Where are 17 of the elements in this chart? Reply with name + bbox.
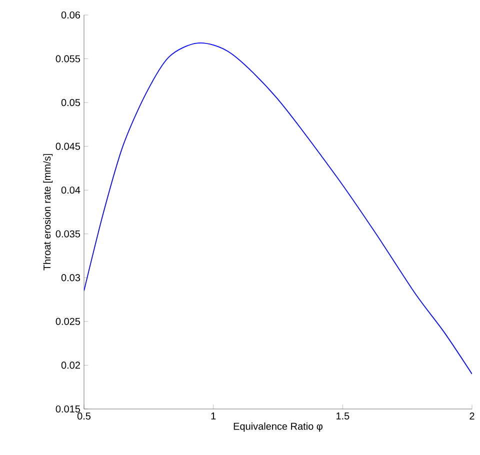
x-tick-label: 1 bbox=[211, 412, 216, 420]
y-tick-label: 0.035 bbox=[56, 230, 80, 238]
y-tick-label: 0.015 bbox=[56, 405, 80, 413]
y-tick-label: 0.025 bbox=[56, 318, 80, 325]
y-axis-title: Throat erosion rate [mm/s] bbox=[43, 154, 53, 270]
y-tick-label: 0.055 bbox=[56, 55, 80, 62]
y-tick-label: 0.03 bbox=[61, 274, 80, 282]
y-tick-label: 0.045 bbox=[56, 142, 80, 150]
x-tick-label: 2 bbox=[470, 412, 474, 420]
y-tick-label: 0.02 bbox=[61, 362, 80, 369]
line-series bbox=[84, 42, 472, 374]
x-tick-label: 0.5 bbox=[77, 412, 91, 420]
y-tick-label: 0.04 bbox=[61, 186, 80, 194]
y-tick-label: 0.06 bbox=[61, 11, 80, 19]
x-axis-title: Equivalence Ratio φ bbox=[234, 422, 322, 432]
x-tick-label: 1.5 bbox=[336, 412, 350, 420]
y-tick-label: 0.05 bbox=[61, 99, 80, 106]
